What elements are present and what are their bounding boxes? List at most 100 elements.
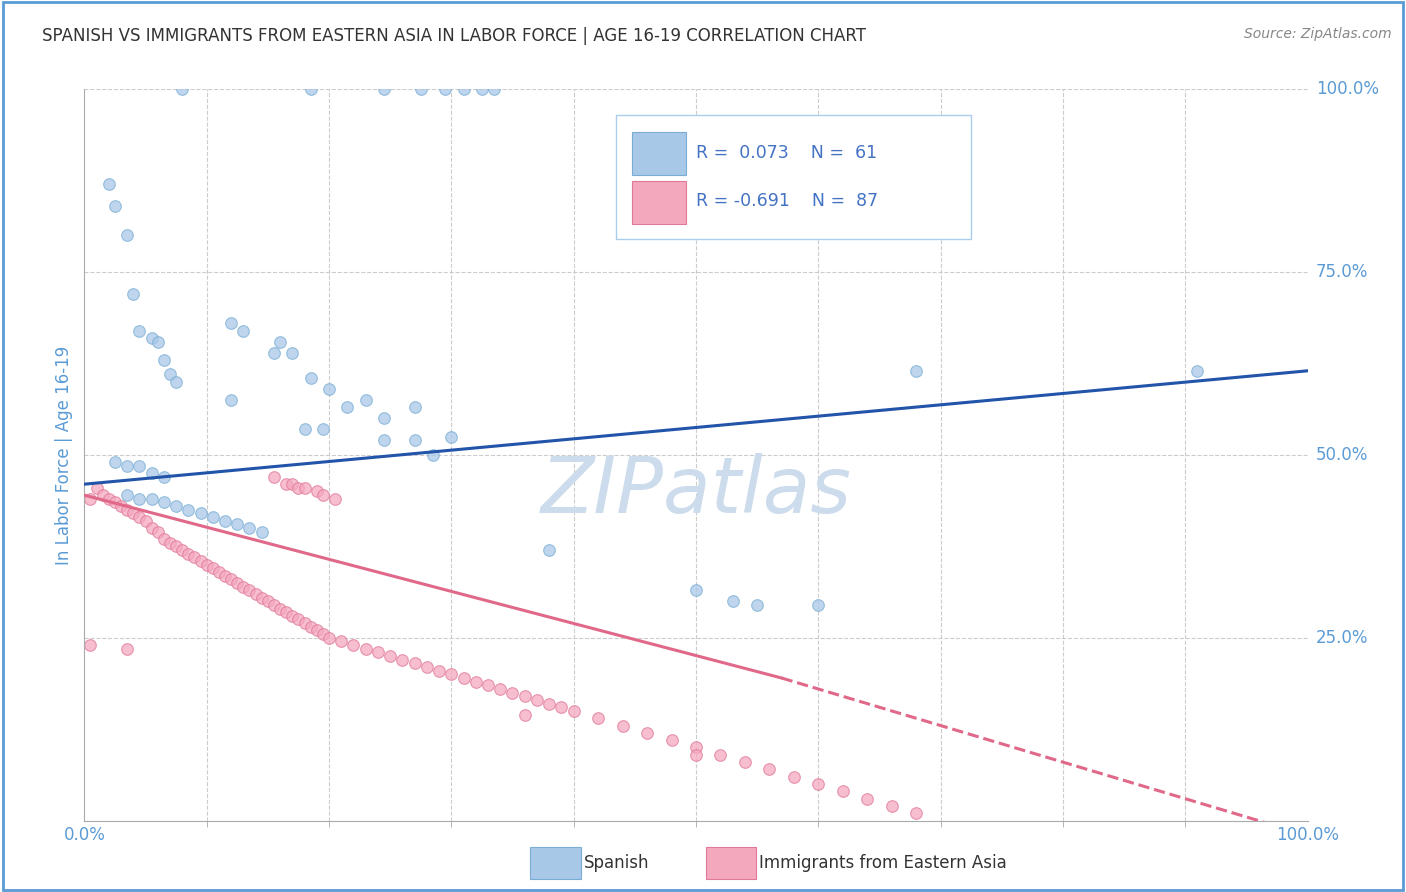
Point (238, 521, 260, 535)
Point (91, 488, 114, 502)
Point (287, 613, 309, 627)
FancyBboxPatch shape (616, 115, 972, 239)
Point (269, 601, 291, 615)
Point (115, 458, 138, 473)
Point (276, 605, 298, 619)
Point (513, 690, 536, 704)
Point (747, 598, 769, 612)
Text: Source: ZipAtlas.com: Source: ZipAtlas.com (1244, 27, 1392, 41)
Point (299, 82, 322, 96)
Point (380, 649, 402, 664)
Point (685, 583, 707, 598)
Point (135, 514, 157, 528)
Point (807, 777, 830, 791)
Point (128, 510, 150, 524)
Point (416, 660, 439, 674)
Point (482, 82, 505, 96)
Point (312, 488, 335, 502)
Text: 50.0%: 50.0% (1316, 446, 1368, 464)
Y-axis label: In Labor Force | Age 16-19: In Labor Force | Age 16-19 (55, 345, 73, 565)
Point (409, 82, 432, 96)
Point (159, 535, 181, 549)
Point (250, 591, 273, 605)
Point (721, 594, 744, 608)
Point (115, 228, 138, 243)
Point (146, 334, 169, 349)
Point (190, 507, 212, 521)
Point (214, 568, 236, 582)
Point (905, 364, 928, 378)
Point (141, 331, 163, 345)
Point (281, 608, 304, 623)
Text: Spanish: Spanish (583, 854, 650, 871)
Point (294, 481, 316, 495)
Text: 25.0%: 25.0% (1316, 629, 1368, 647)
Point (422, 448, 444, 462)
Point (404, 434, 426, 448)
Point (434, 82, 457, 96)
Point (219, 393, 242, 408)
Point (299, 620, 322, 634)
Point (104, 455, 127, 469)
Point (305, 624, 328, 638)
Point (807, 598, 830, 612)
Point (257, 594, 280, 608)
Point (146, 524, 169, 539)
Point (115, 503, 138, 517)
Point (1187, 364, 1209, 378)
Point (177, 547, 200, 561)
Point (263, 470, 285, 484)
Point (312, 422, 335, 436)
Point (354, 393, 377, 408)
Point (201, 510, 224, 524)
Point (287, 481, 309, 495)
Point (208, 565, 231, 579)
Point (122, 287, 145, 301)
Point (128, 491, 150, 506)
Point (734, 755, 756, 769)
Point (513, 707, 536, 722)
Point (153, 470, 176, 484)
Point (153, 352, 176, 367)
Point (177, 503, 200, 517)
Point (219, 572, 242, 586)
Point (612, 718, 634, 732)
Point (269, 334, 291, 349)
Point (153, 532, 176, 546)
Point (538, 543, 561, 558)
Text: ZIPatlas: ZIPatlas (540, 453, 852, 530)
Point (128, 324, 150, 338)
Point (214, 514, 236, 528)
Point (232, 324, 254, 338)
Point (172, 82, 194, 96)
Point (305, 484, 328, 499)
Point (195, 558, 218, 572)
Point (538, 697, 561, 711)
Point (440, 430, 463, 444)
Point (128, 458, 150, 473)
Point (373, 434, 395, 448)
Text: Immigrants from Eastern Asia: Immigrants from Eastern Asia (759, 854, 1007, 871)
Point (299, 371, 322, 385)
Point (440, 667, 463, 681)
Point (709, 747, 731, 762)
Point (115, 641, 138, 656)
Point (373, 82, 395, 96)
Point (263, 598, 285, 612)
Point (342, 638, 364, 652)
Text: 100.0%: 100.0% (1316, 80, 1379, 98)
Point (373, 411, 395, 425)
Point (263, 345, 285, 359)
Point (636, 726, 658, 740)
Point (404, 401, 426, 415)
Point (477, 678, 499, 692)
Point (685, 747, 707, 762)
Point (391, 653, 413, 667)
Point (831, 784, 853, 798)
Point (159, 368, 181, 382)
Point (79, 638, 101, 652)
Point (232, 580, 254, 594)
Point (141, 466, 163, 480)
Point (245, 587, 267, 601)
Point (856, 791, 879, 805)
